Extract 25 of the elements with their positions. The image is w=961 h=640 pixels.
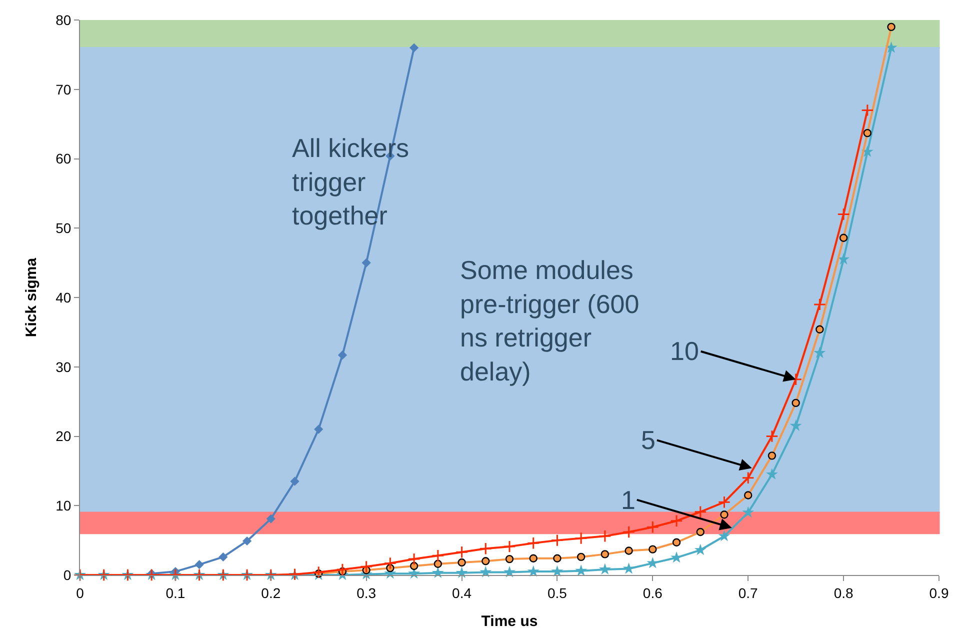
x-tick-label: 0.1 [166, 584, 186, 601]
x-axis-title: Time us [481, 612, 538, 630]
y-tick-label: 0 [63, 566, 72, 583]
annotation: Some modules pre-trigger (600 ns retrigger delay) [460, 255, 640, 386]
x-tick-label: 0 [76, 584, 84, 601]
y-tick-label: 40 [56, 289, 72, 306]
y-axis-title: Kick sigma [22, 257, 40, 338]
y-tick-label: 60 [56, 150, 72, 167]
y-tick-label: 80 [56, 12, 72, 28]
annotation: 10 [670, 336, 699, 366]
x-tick-label: 0.2 [261, 584, 281, 601]
annotation: 1 [621, 485, 636, 515]
annotation: 5 [641, 425, 656, 455]
x-tick-label: 0.9 [929, 584, 949, 601]
x-tick-label: 0.3 [356, 584, 376, 601]
y-tick-label: 20 [56, 428, 72, 444]
x-tick-label: 0.6 [642, 584, 663, 601]
x-tick-label: 0.8 [834, 584, 854, 601]
y-tick-label: 50 [56, 220, 72, 236]
y-tick-label: 10 [56, 498, 72, 514]
y-tick-label: 70 [56, 81, 72, 98]
x-tick-label: 0.4 [452, 584, 472, 601]
x-tick-label: 0.7 [738, 584, 758, 601]
y-tick-label: 30 [56, 358, 72, 375]
x-tick-label: 0.5 [547, 584, 568, 601]
